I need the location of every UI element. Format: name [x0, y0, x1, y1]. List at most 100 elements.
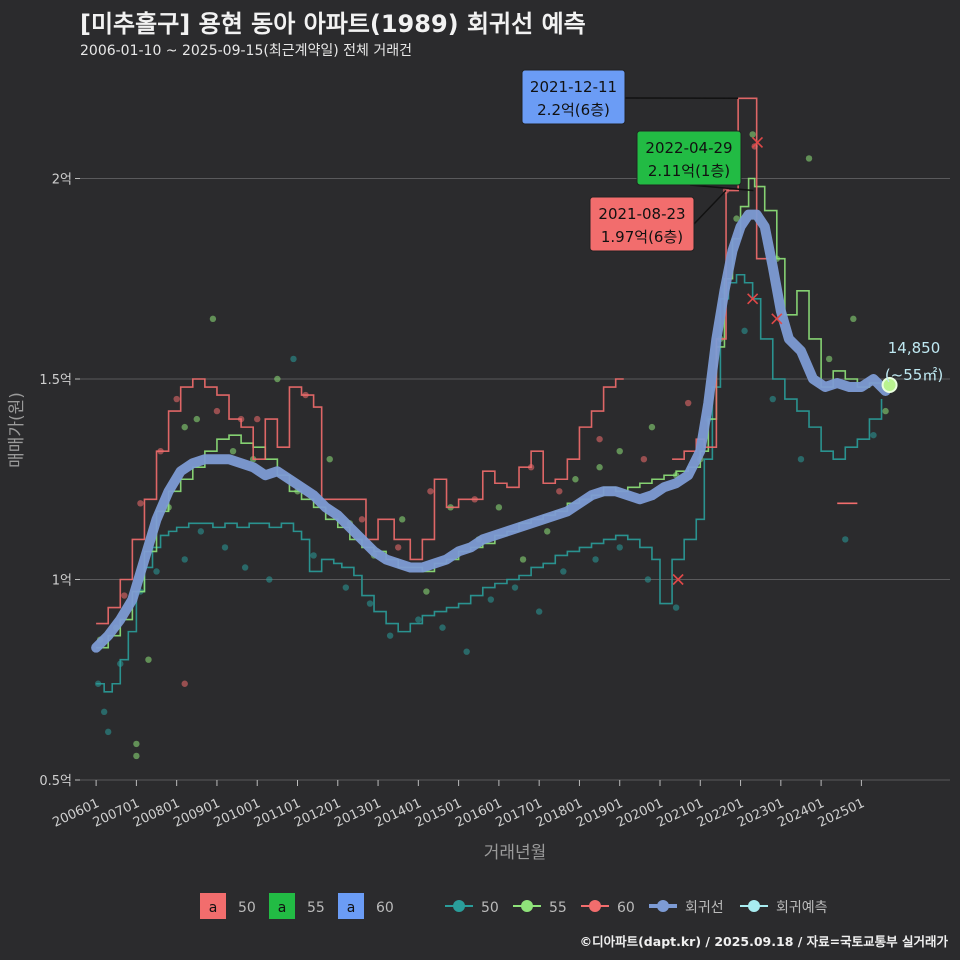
cancelled-trade-marker	[672, 573, 684, 586]
scatter-point	[229, 447, 237, 455]
scatter-point	[519, 556, 527, 563]
legend-swatch	[338, 893, 364, 919]
scatter-point	[769, 395, 776, 403]
scatter-point	[487, 596, 495, 603]
scatter-point	[511, 584, 519, 591]
scatter-point	[100, 708, 108, 716]
scatter-point	[213, 407, 221, 415]
scatter-point	[592, 556, 599, 563]
scatter-point	[197, 528, 205, 535]
scatter-point	[394, 544, 402, 551]
scatter-point	[209, 315, 217, 323]
regression-line	[91, 209, 891, 653]
scatter-point	[274, 375, 281, 383]
y-tick-label: 1.5억	[39, 373, 72, 388]
legend-label: 회귀선	[685, 900, 724, 916]
annotation-price: 2.2억(6층)	[537, 101, 610, 119]
annotation-leader	[689, 184, 754, 192]
scatter-point	[616, 447, 623, 455]
annotation-date: 2022-04-29	[645, 139, 732, 157]
legend-marker	[748, 900, 760, 912]
series-line-50	[96, 273, 883, 693]
scatter-point	[825, 355, 833, 363]
scatter-point	[439, 624, 446, 631]
legend-label: 55	[549, 900, 567, 916]
legend-swatch	[269, 893, 295, 919]
annotation-date: 2021-08-23	[598, 205, 685, 223]
scatter-point	[121, 592, 128, 599]
y-tick-label: 1억	[52, 574, 72, 589]
scatter-point	[358, 516, 366, 523]
scatter-point	[882, 407, 889, 415]
scatter-point	[733, 215, 740, 222]
legend-marker	[521, 900, 533, 912]
scatter-point	[254, 415, 261, 423]
scatter-point	[684, 399, 692, 407]
cancelled-trade-marker	[771, 313, 783, 325]
scatter-point	[133, 740, 140, 748]
scatter-point	[427, 488, 434, 495]
scatter-point	[544, 528, 551, 535]
scatter-point	[104, 728, 112, 736]
y-tick-label: 0.5억	[39, 774, 72, 789]
scatter-point	[616, 544, 623, 551]
legend-label: 60	[376, 900, 394, 916]
scatter-point	[193, 415, 201, 423]
scatter-point	[644, 576, 652, 583]
annotation-leader	[693, 190, 727, 225]
annotation-date: 2021-12-11	[530, 78, 617, 96]
chart-title: [미추홀구] 용현 동아 아파트(1989) 회귀선 예측	[80, 10, 586, 38]
legend-label: 회귀예측	[776, 900, 828, 916]
scatter-point	[672, 604, 680, 611]
scatter-point	[749, 131, 756, 138]
cancelled-trade-marker	[747, 293, 759, 305]
legend-label: 60	[617, 900, 635, 916]
legend-label: 50	[238, 900, 256, 916]
x-tick-label: 202501	[816, 796, 867, 831]
annotation-price: 1.97억(6층)	[601, 228, 683, 246]
scatter-point	[342, 584, 350, 591]
scatter-point	[399, 516, 406, 523]
annotation-box	[521, 69, 626, 125]
scatter-point	[560, 568, 567, 575]
scatter-point	[133, 752, 140, 760]
scatter-point	[145, 656, 152, 663]
scatter-point	[842, 536, 849, 543]
series-line-60	[96, 378, 624, 625]
cancelled-trade-marker	[751, 136, 764, 148]
x-axis-title: 거래년월	[484, 843, 547, 863]
scatter-point	[181, 556, 188, 563]
scatter-point	[870, 431, 877, 439]
legend-swatch-key: a	[278, 900, 287, 916]
scatter-point	[556, 488, 563, 495]
annotation-box	[589, 196, 695, 252]
scatter-point	[290, 355, 297, 363]
y-tick-label: 2억	[52, 173, 72, 188]
scatter-point	[572, 476, 579, 483]
scatter-point	[173, 395, 180, 403]
legend-swatch-key: a	[209, 900, 218, 916]
forecast-area: (~55㎡)	[885, 366, 943, 384]
scatter-point	[326, 456, 333, 463]
scatter-point	[741, 327, 748, 335]
scatter-point	[797, 456, 805, 463]
scatter-point	[648, 423, 656, 431]
scatter-point	[850, 315, 857, 323]
scatter-point	[366, 600, 374, 607]
scatter-point	[423, 588, 430, 595]
legend-label: 55	[307, 900, 325, 916]
scatter-point	[596, 464, 603, 471]
scatter-point	[386, 632, 394, 639]
scatter-point	[221, 544, 229, 551]
scatter-point	[805, 155, 813, 162]
source-caption: ©디아파트(dapt.kr) / 2025.09.18 / 자료=국토교통부 실…	[579, 934, 948, 949]
scatter-point	[463, 648, 470, 655]
legend-marker	[453, 900, 465, 912]
series-line-55	[96, 177, 883, 649]
scatter-point	[535, 608, 543, 615]
chart-subtitle: 2006-01-10 ~ 2025-09-15(최근계약일) 전체 거래건	[80, 43, 412, 59]
legend-marker	[657, 900, 669, 912]
scatter-point	[596, 435, 603, 443]
